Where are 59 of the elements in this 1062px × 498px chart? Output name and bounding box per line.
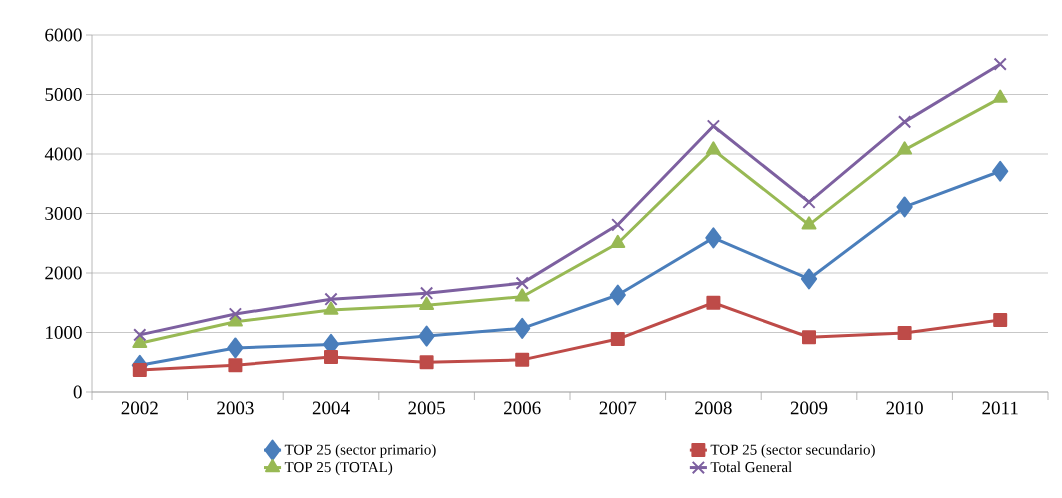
point [228,307,243,321]
point [132,362,147,377]
point [227,313,243,327]
legend-label: TOP 25 (TOTAL) [284,461,393,476]
point [611,218,625,232]
y-tick-label: 5000 [45,88,82,101]
point [800,268,818,290]
point [514,288,530,302]
point [992,89,1008,103]
point [897,326,912,341]
point [132,334,148,348]
point [323,301,339,315]
point [515,352,530,367]
x-tick-label: 2002 [121,401,158,415]
point [228,358,243,373]
y-tick-label: 0 [73,385,82,399]
point [706,295,721,310]
point [418,325,435,347]
point [705,141,721,155]
point [802,330,817,345]
x-tick-label: 2011 [982,401,1018,415]
point [705,227,722,249]
x-tick-label: 2004 [312,401,350,415]
point [514,317,531,339]
point [610,234,626,248]
x-tick-label: 2010 [886,401,923,415]
x-tick-label: 2007 [599,401,637,415]
point [324,292,338,306]
point [324,349,338,364]
x-tick-label: 2008 [695,401,732,415]
point [133,328,147,342]
point [802,195,816,209]
y-tick-label: 4000 [44,147,82,161]
point [706,119,721,133]
x-tick-label: 2006 [504,401,541,415]
point [610,332,625,347]
point [897,115,912,129]
y-tick-label: 1000 [46,326,82,339]
legend-label: Total General [710,461,792,473]
x-tick-label: 2009 [790,401,828,415]
point [419,296,435,310]
y-tick-label: 6000 [45,28,82,42]
point [897,141,913,155]
point [515,276,529,290]
y-tick-label: 3000 [45,207,82,220]
x-tick-label: 2005 [408,401,445,415]
legend-label: TOP 25 (sector primario) [284,444,436,458]
point [896,196,913,218]
point [227,337,244,359]
point [801,216,817,230]
point [419,286,434,300]
point [993,313,1008,328]
legend-label: TOP 25 (sector secundario) [710,444,875,458]
point [993,57,1007,71]
x-tick-label: 2003 [217,401,254,415]
point [992,160,1009,182]
y-tick-label: 2000 [45,266,82,280]
point [609,284,626,306]
point [419,355,434,370]
